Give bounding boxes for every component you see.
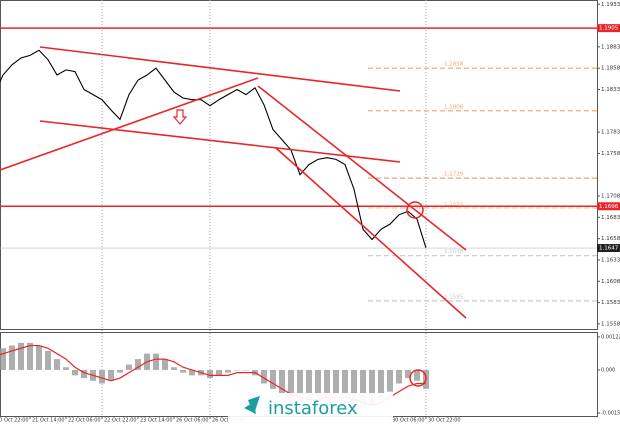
trend-line xyxy=(257,85,467,251)
fib-label: 1.1858 xyxy=(444,62,464,68)
fib-label: 1.1808 xyxy=(444,104,464,110)
trend-line xyxy=(39,46,401,92)
fib-label: 1.1638 xyxy=(444,249,464,255)
y-tick-label: 1.1683 xyxy=(601,215,620,221)
y-tick-label: 1.1858 xyxy=(601,66,620,72)
trend-line xyxy=(0,77,259,171)
histogram-bar xyxy=(54,359,60,370)
y-tick-label: 0.000 xyxy=(601,367,615,373)
level-tag xyxy=(597,24,620,33)
watermark-logo xyxy=(244,396,260,414)
histogram-bar xyxy=(27,342,33,370)
fib-label: 1.1729 xyxy=(444,172,464,178)
level-tag xyxy=(597,202,620,211)
y-tick-label: 1.1633 xyxy=(601,257,620,263)
trend-lines xyxy=(0,46,467,387)
histogram-bar xyxy=(162,359,168,370)
price-line xyxy=(0,49,427,249)
histogram-bar xyxy=(414,369,420,381)
histogram-bar xyxy=(387,369,393,392)
y-tick-label: 1.1758 xyxy=(601,151,620,157)
down-arrow xyxy=(172,109,188,125)
x-tick-label: 23 Oct 14:00 xyxy=(140,418,173,424)
histogram-bar xyxy=(288,369,294,400)
histogram-bar xyxy=(315,369,321,398)
y-tick-label: 1.1783 xyxy=(601,130,620,136)
histogram-bar xyxy=(117,369,123,373)
y-tick-label: 1.1658 xyxy=(601,236,620,242)
histogram-bar xyxy=(360,369,366,408)
highlight-circle xyxy=(409,369,427,387)
y-tick-label: 1.1708 xyxy=(601,194,620,200)
histogram-bar xyxy=(189,369,195,376)
histogram-bar xyxy=(378,369,384,400)
histogram-bar xyxy=(342,369,348,395)
histogram-bar xyxy=(297,369,303,403)
histogram-bar xyxy=(99,369,105,384)
histogram-bar xyxy=(207,369,213,379)
x-tick-label: 30 Oct 22:00 xyxy=(428,418,461,424)
histogram-bar xyxy=(72,369,78,376)
y-tick-label: 1.1558 xyxy=(601,321,620,327)
histogram-bar xyxy=(324,369,330,398)
y-tick-label: -0.00159 xyxy=(601,411,620,417)
histogram-bar xyxy=(180,369,186,373)
watermark: instaforex xyxy=(228,393,393,424)
histogram-bar xyxy=(405,369,411,379)
histogram-bar xyxy=(261,369,267,384)
fib-label: 1.1585 xyxy=(444,294,464,300)
histogram-bar xyxy=(81,369,87,379)
histogram-bar xyxy=(243,369,249,371)
level-label: 1.1696 xyxy=(599,204,619,210)
x-tick-label: 30 Oct 06:00 xyxy=(392,418,425,424)
y-tick-label: 1.1583 xyxy=(601,300,620,306)
histogram-bar xyxy=(126,364,132,370)
histogram-bar xyxy=(9,345,15,370)
histogram-bar xyxy=(36,345,42,370)
histogram-bar xyxy=(0,348,6,370)
y-tick-label: 1.1933 xyxy=(601,2,620,8)
watermark-text: instaforex xyxy=(268,398,358,419)
trend-line xyxy=(275,147,467,319)
x-tick-label: 22 Oct 22:00 xyxy=(104,418,137,424)
histogram-bar xyxy=(333,369,339,395)
y-tick-label: 1.1608 xyxy=(601,279,620,285)
histogram-bar xyxy=(108,369,114,381)
highlight-circle xyxy=(406,201,424,219)
last-price-tag xyxy=(597,244,620,253)
x-tick-label: 20 Oct 22:00 xyxy=(0,418,29,424)
level-label: 1.1905 xyxy=(599,26,619,32)
histogram-bar xyxy=(351,369,357,403)
histogram-bar xyxy=(306,369,312,400)
histogram-bar xyxy=(234,369,240,371)
last-price-label: 1.1647 xyxy=(599,246,619,252)
x-tick-label: 26 Oct 06:00 xyxy=(176,418,209,424)
fib-label: 1.1694 xyxy=(444,201,464,207)
histogram-bar xyxy=(135,359,141,370)
y-tick-label: 1.1883 xyxy=(601,44,620,50)
x-tick-label: 22 Oct 06:00 xyxy=(68,418,101,424)
y-tick-label: 1.1833 xyxy=(601,87,620,93)
y-tick-label: 0.00122 xyxy=(601,334,620,340)
histogram-bar xyxy=(225,369,231,373)
price-pane xyxy=(0,0,598,330)
histogram-bar xyxy=(369,369,375,406)
histogram-bar xyxy=(270,369,276,389)
histogram-bar xyxy=(18,342,24,370)
trend-line xyxy=(39,120,401,163)
histogram-bar xyxy=(396,369,402,384)
histogram-bar xyxy=(153,353,159,370)
histogram-bar xyxy=(279,369,285,395)
histogram-bar xyxy=(171,367,177,370)
x-tick-label: 21 Oct 14:00 xyxy=(32,418,65,424)
histogram-bar xyxy=(216,369,222,376)
histogram-bar xyxy=(45,350,51,370)
histogram-bar xyxy=(63,367,69,370)
